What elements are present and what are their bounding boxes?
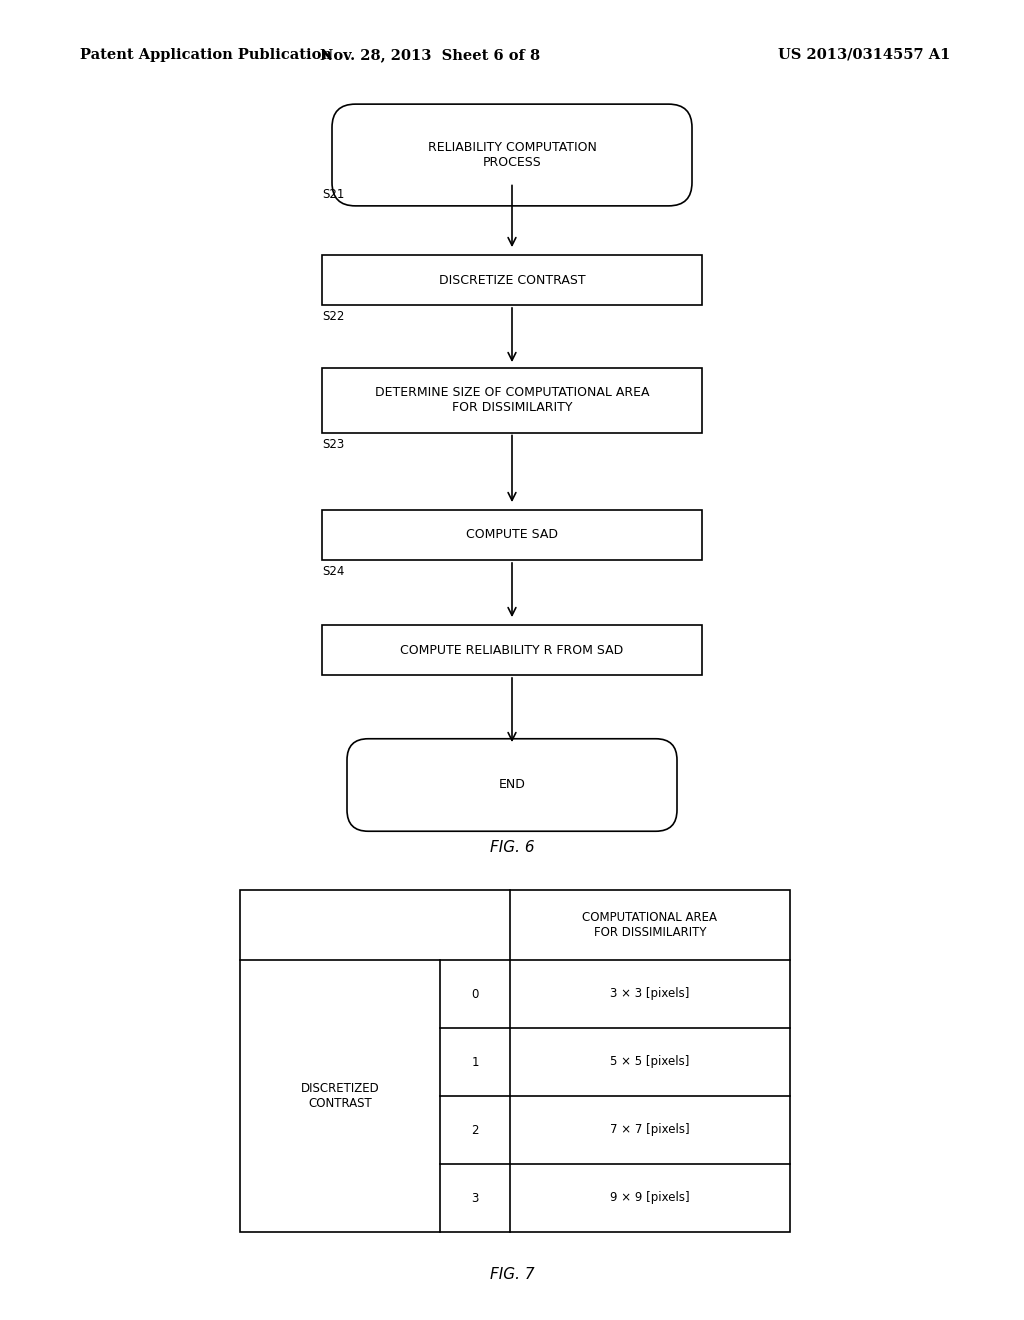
Bar [240, 890, 790, 1232]
Text: DISCRETIZED
CONTRAST: DISCRETIZED CONTRAST [301, 1082, 379, 1110]
Text: COMPUTE SAD: COMPUTE SAD [466, 528, 558, 541]
Text: Patent Application Publication: Patent Application Publication [80, 48, 332, 62]
Text: END: END [499, 779, 525, 792]
Text: 5 × 5 [pixels]: 5 × 5 [pixels] [610, 1056, 690, 1068]
Text: RELIABILITY COMPUTATION
PROCESS: RELIABILITY COMPUTATION PROCESS [428, 141, 596, 169]
FancyBboxPatch shape [347, 739, 677, 832]
FancyBboxPatch shape [332, 104, 692, 206]
Text: S21: S21 [322, 187, 344, 201]
Text: DISCRETIZE CONTRAST: DISCRETIZE CONTRAST [438, 273, 586, 286]
Bar [322, 624, 702, 675]
Bar [322, 367, 702, 433]
Text: 3: 3 [471, 1192, 478, 1204]
Bar [322, 255, 702, 305]
Text: COMPUTE RELIABILITY R FROM SAD: COMPUTE RELIABILITY R FROM SAD [400, 644, 624, 656]
Text: S23: S23 [322, 437, 344, 450]
Text: S24: S24 [322, 565, 344, 578]
Text: 7 × 7 [pixels]: 7 × 7 [pixels] [610, 1123, 690, 1137]
Bar [322, 510, 702, 560]
Text: FIG. 7: FIG. 7 [489, 1267, 535, 1282]
Text: Nov. 28, 2013  Sheet 6 of 8: Nov. 28, 2013 Sheet 6 of 8 [319, 48, 540, 62]
Text: FIG. 6: FIG. 6 [489, 840, 535, 855]
Text: 9 × 9 [pixels]: 9 × 9 [pixels] [610, 1192, 690, 1204]
Text: S22: S22 [322, 310, 344, 323]
Text: COMPUTATIONAL AREA
FOR DISSIMILARITY: COMPUTATIONAL AREA FOR DISSIMILARITY [583, 911, 718, 939]
Text: 3 × 3 [pixels]: 3 × 3 [pixels] [610, 987, 690, 1001]
Text: DETERMINE SIZE OF COMPUTATIONAL AREA
FOR DISSIMILARITY: DETERMINE SIZE OF COMPUTATIONAL AREA FOR… [375, 385, 649, 414]
Text: 1: 1 [471, 1056, 479, 1068]
Text: 0: 0 [471, 987, 478, 1001]
Text: US 2013/0314557 A1: US 2013/0314557 A1 [777, 48, 950, 62]
Text: 2: 2 [471, 1123, 479, 1137]
